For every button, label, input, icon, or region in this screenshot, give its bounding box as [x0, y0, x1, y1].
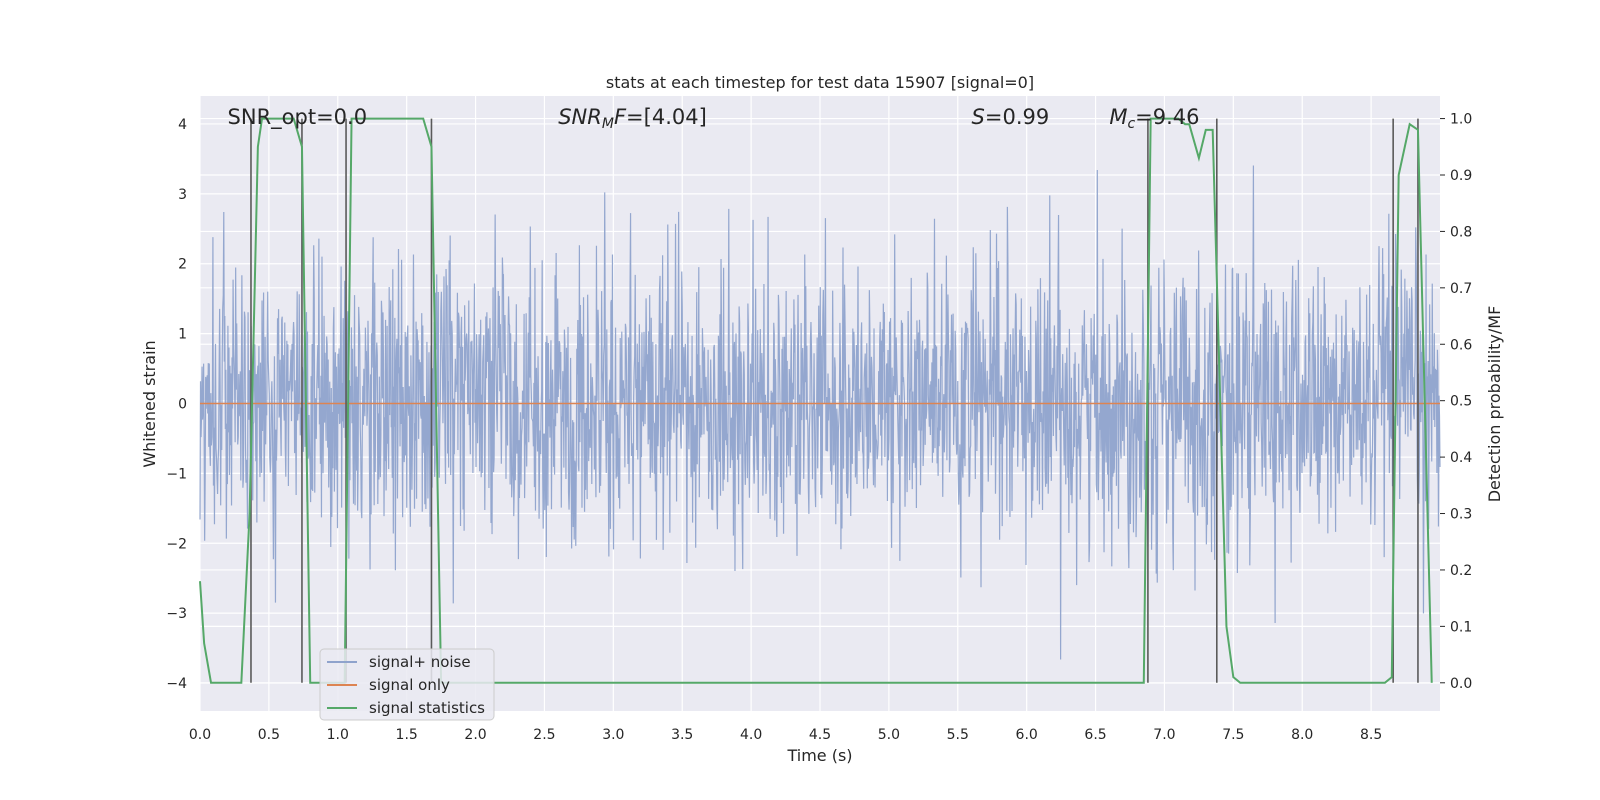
statistics-line: [199, 117, 1433, 684]
x-tick-label: 2.0: [464, 727, 486, 743]
y-tick-label-right: 0.2: [1450, 563, 1472, 579]
x-tick-label: 1.5: [396, 727, 418, 743]
legend-box: [319, 648, 495, 721]
y-axis-label-right: Detection probability/MF: [1485, 306, 1504, 503]
x-tick-label: 7.0: [1153, 727, 1175, 743]
y-tick-label-right: 1.0: [1450, 112, 1472, 128]
annotations: SNR_opt=0.0 SNRMF=[4.04] S=0.99 Mc=9.46: [228, 105, 1200, 132]
x-tick-label: 0.0: [189, 727, 211, 743]
annotation-s: S=0.99: [972, 105, 1050, 129]
y-tick-label-right: 0.6: [1450, 337, 1472, 353]
x-tick-label: 2.5: [533, 727, 555, 743]
y-tick-label-right: 0.1: [1450, 619, 1472, 635]
x-tick-label: 1.0: [327, 727, 349, 743]
y-tick-label: −4: [166, 676, 187, 692]
y-tick-label-right: 0.9: [1450, 168, 1472, 184]
y-tick-label-right: 0.4: [1450, 450, 1472, 466]
annotation-snr-mf: SNRMF=[4.04]: [558, 105, 707, 132]
noise-series: [199, 165, 1441, 660]
y-tick-label: 1: [178, 327, 187, 343]
x-ticks: 0.0 0.5 1.0 1.5 2.0 2.5 3.0 3.5 4.0 4.5 5.0 5.5 6.0 6…: [189, 727, 1382, 743]
noise-line: [199, 165, 1441, 660]
chart-title: stats at each timestep for test data 159…: [606, 73, 1034, 92]
y-tick-label-right: 0.0: [1450, 676, 1472, 692]
y-tick-label: 3: [178, 187, 187, 203]
annotation-snr-opt: SNR_opt=0.0: [228, 105, 368, 130]
legend-entry-noise: signal+ noise: [369, 653, 471, 671]
x-tick-label: 5.5: [947, 727, 969, 743]
x-tick-label: 6.5: [1084, 727, 1106, 743]
x-tick-label: 0.5: [258, 727, 280, 743]
legend-entry-signal-only: signal only: [369, 676, 450, 694]
y-tick-label: −3: [166, 606, 187, 622]
y-tick-label-right: 0.8: [1450, 224, 1472, 240]
y-tick-label: 4: [178, 117, 187, 133]
x-tick-label: 3.5: [671, 727, 693, 743]
x-tick-label: 8.0: [1291, 727, 1313, 743]
annotation-mc: Mc=9.46: [1109, 105, 1199, 132]
y-tick-label-right: 0.3: [1450, 507, 1472, 523]
y-ticks-right: 0.0 0.1 0.2 0.3 0.4 0.5 0.6 0.7 0.8 0.9 1.0: [1440, 112, 1472, 692]
y-tick-label: −1: [166, 466, 187, 482]
x-axis-label: Time (s): [786, 746, 852, 765]
x-tick-label: 4.5: [809, 727, 831, 743]
y-axis-label: Whitened strain: [140, 340, 159, 467]
x-tick-label: 3.0: [602, 727, 624, 743]
x-tick-label: 8.5: [1360, 727, 1382, 743]
y-tick-label-right: 0.5: [1450, 394, 1472, 410]
y-tick-label-right: 0.7: [1450, 281, 1472, 297]
y-ticks: −4 −3 −2 −1 0 1 2 3 4: [166, 117, 187, 692]
x-tick-label: 6.0: [1016, 727, 1038, 743]
x-tick-label: 4.0: [740, 727, 762, 743]
legend-entry-statistics: signal statistics: [369, 699, 485, 717]
y-tick-label: −2: [166, 536, 187, 552]
statistics-series: [199, 117, 1433, 684]
legend: signal+ noise signal only signal statist…: [319, 648, 495, 721]
x-tick-label: 7.5: [1222, 727, 1244, 743]
x-tick-label: 5.0: [878, 727, 900, 743]
y-tick-label: 2: [178, 257, 187, 273]
y-tick-label: 0: [178, 397, 187, 413]
